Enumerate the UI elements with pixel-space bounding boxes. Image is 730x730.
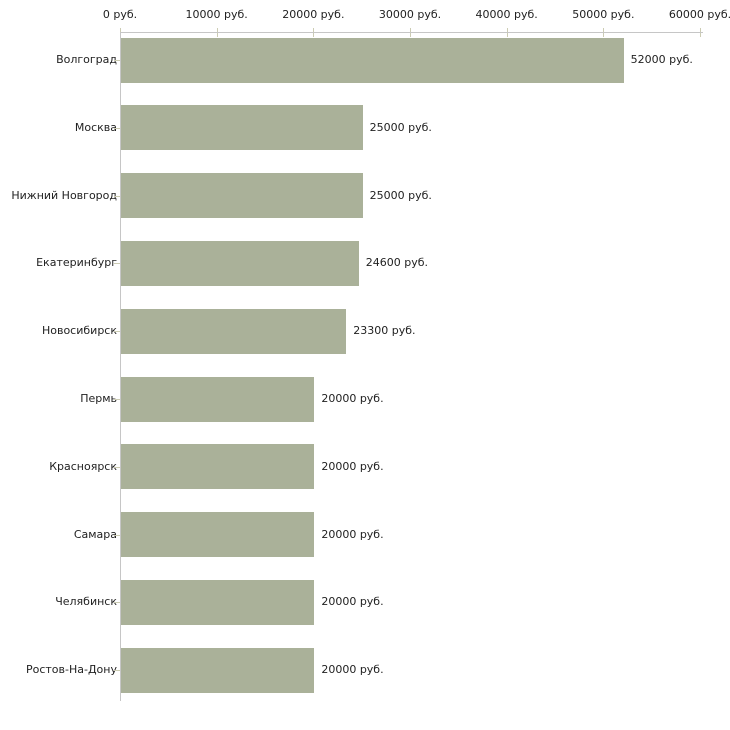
category-label: Волгоград xyxy=(56,53,117,66)
y-tick-mark xyxy=(114,602,120,604)
value-label: 24600 руб. xyxy=(365,256,429,270)
x-tick-label: 30000 руб. xyxy=(378,8,442,21)
value-label: 20000 руб. xyxy=(321,527,384,541)
bar xyxy=(121,579,315,625)
x-axis-line xyxy=(120,32,703,33)
category-label: Новосибирск xyxy=(41,324,117,338)
y-tick-mark xyxy=(114,195,120,197)
y-tick-mark xyxy=(114,399,120,400)
x-tick-label: 60000 руб. xyxy=(668,8,730,21)
category-label: Пермь xyxy=(80,392,117,405)
value-label: 25000 руб. xyxy=(369,188,432,202)
x-tick-label: 0 руб. xyxy=(102,8,138,21)
bar xyxy=(121,240,359,286)
value-label: 20000 руб. xyxy=(321,459,384,473)
y-tick-mark xyxy=(114,60,120,61)
y-axis-line xyxy=(120,32,121,701)
value-label: 20000 руб. xyxy=(321,663,384,677)
x-tick-label: 10000 руб. xyxy=(185,8,248,21)
y-tick-mark xyxy=(114,534,120,536)
x-tick-label: 40000 руб. xyxy=(475,8,538,21)
y-tick-mark xyxy=(114,331,120,333)
bar xyxy=(121,105,363,151)
value-label: 25000 руб. xyxy=(369,120,432,134)
category-label: Москва xyxy=(74,120,117,134)
category-label: Нижний Новгород xyxy=(11,188,117,202)
x-tick-label: 20000 руб. xyxy=(282,8,345,21)
category-label: Екатеринбург xyxy=(36,256,117,270)
value-label: 23300 руб. xyxy=(353,324,416,338)
bar xyxy=(121,376,315,422)
bar xyxy=(121,308,347,354)
category-label: Красноярск xyxy=(49,459,117,473)
y-tick-mark xyxy=(114,466,120,468)
category-label: Челябинск xyxy=(55,595,117,609)
x-tick-label: 50000 руб. xyxy=(572,8,635,21)
value-label: 20000 руб. xyxy=(321,595,384,609)
bar xyxy=(121,647,315,693)
y-tick-mark xyxy=(114,670,120,672)
y-tick-mark xyxy=(114,263,120,265)
bar xyxy=(121,512,315,558)
y-tick-mark xyxy=(114,127,120,129)
category-label: Самара xyxy=(73,527,117,541)
bar xyxy=(121,444,315,490)
value-label: 52000 руб. xyxy=(630,53,693,66)
bar xyxy=(121,173,363,219)
bar xyxy=(121,37,624,83)
value-label: 20000 руб. xyxy=(321,392,384,405)
category-label: Ростов-На-Дону xyxy=(25,663,117,677)
